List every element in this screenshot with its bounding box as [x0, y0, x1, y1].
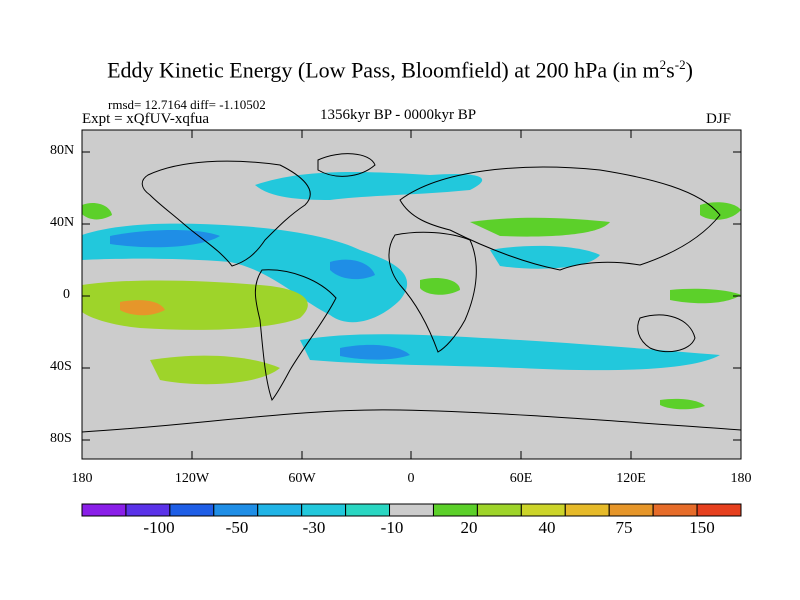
colorbar-box	[345, 503, 391, 517]
coastlines	[82, 153, 741, 433]
x-tick-label: 0	[407, 471, 415, 486]
colorbar-box	[652, 503, 698, 517]
colorbar-box	[520, 503, 566, 517]
season-label: DJF	[706, 111, 732, 127]
south-america-coast	[254, 269, 337, 402]
equatorial-pacific-positive	[82, 280, 308, 330]
colorbar-box	[257, 503, 303, 517]
y-tick-label: 80S	[50, 431, 72, 446]
x-tick-label: 180	[71, 471, 93, 486]
ne-pacific-positive	[700, 202, 741, 220]
colorbar-box	[213, 503, 259, 517]
sh-negative-band	[300, 334, 720, 371]
colorbar-box	[169, 503, 215, 517]
colorbar-label: -50	[225, 518, 249, 537]
colorbar-box	[125, 503, 171, 517]
tick-marks	[82, 130, 741, 459]
west-pacific-positive	[670, 288, 741, 304]
southern-ocean-positive	[660, 398, 705, 410]
colorbar-box	[432, 503, 478, 517]
south-atlantic-positive	[420, 278, 460, 295]
colorbar-label: -30	[302, 518, 326, 537]
x-tick-label: 180	[730, 471, 752, 486]
nh-pacific-positive	[82, 203, 112, 220]
colorbar-label: 150	[689, 518, 715, 537]
antarctica-coast	[82, 409, 741, 433]
colorbar-box	[476, 503, 522, 517]
colorbar-label: -10	[380, 518, 404, 537]
map-field	[82, 130, 741, 459]
asia-negative	[490, 245, 600, 269]
y-tick-label: 40S	[50, 359, 72, 374]
colorbar	[81, 503, 742, 517]
colorbar-box	[696, 503, 742, 517]
australia-coast	[637, 314, 696, 353]
colorbar-label: 75	[615, 518, 633, 537]
nh-pacific-negative	[82, 223, 408, 323]
colorbar-box	[389, 503, 434, 517]
stats-text: rmsd= 12.7164 diff= -1.10502	[108, 97, 266, 112]
anomaly-patches	[82, 172, 741, 410]
atlantic-blue-core	[330, 259, 375, 280]
period-label: 1356kyr BP - 0000kyr BP	[320, 107, 477, 123]
sh-pacific-positive	[150, 355, 280, 385]
pacific-blue-core	[110, 230, 220, 248]
nh-atlantic-negative	[255, 172, 483, 200]
greenland-coast	[317, 153, 376, 177]
colorbar-label: 40	[538, 518, 556, 537]
eurasia-coast	[399, 166, 721, 271]
colorbar-label: -100	[143, 518, 175, 537]
experiment-label: Expt = xQfUV-xqfua	[82, 111, 210, 127]
colorbar-box	[608, 503, 654, 517]
x-tick-label: 120W	[174, 471, 210, 486]
north-america-coast	[141, 160, 311, 267]
x-tick-label: 120E	[616, 471, 646, 486]
asia-positive	[470, 217, 610, 237]
colorbar-box	[81, 503, 127, 517]
y-tick-label: 0	[63, 287, 70, 302]
sh-blue-core	[340, 344, 410, 360]
chart-title: Eddy Kinetic Energy (Low Pass, Bloomfiel…	[107, 57, 693, 83]
colorbar-label: 20	[460, 518, 478, 537]
x-tick-label: 60E	[509, 471, 533, 486]
colorbar-box	[564, 503, 610, 517]
pacific-orange-core	[120, 300, 165, 316]
colorbar-box	[301, 503, 347, 517]
y-tick-label: 40N	[50, 215, 75, 230]
africa-coast	[388, 231, 477, 353]
x-tick-label: 60W	[288, 471, 316, 486]
y-tick-label: 80N	[50, 143, 75, 158]
